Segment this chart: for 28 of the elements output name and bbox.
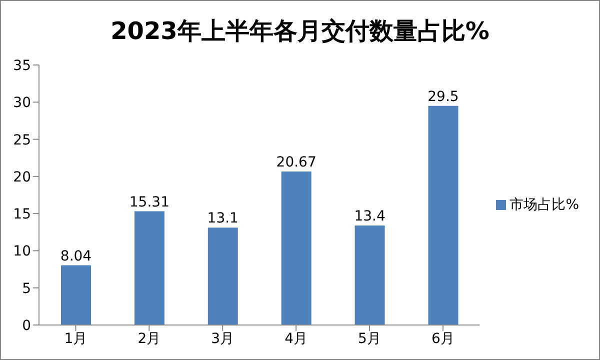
y-tick-label: 35 [13,58,31,74]
data-label: 20.67 [276,154,316,170]
y-tick-label: 20 [13,169,31,186]
y-tick-label: 5 [22,280,31,297]
x-tick-label: 1月 [64,330,88,347]
y-tick-label: 10 [13,244,31,260]
legend-label: 市场占比% [510,197,579,213]
x-tick-label: 2月 [138,330,161,347]
y-tick-label: 30 [13,95,31,112]
x-tick-label: 4月 [284,330,308,347]
data-label: 13.4 [354,208,386,224]
y-tick-label: 15 [13,206,31,223]
bar [354,225,385,325]
data-label: 15.31 [129,194,170,210]
data-label: 8.04 [60,248,92,264]
bar [428,106,458,325]
x-tick-label: 5月 [358,330,381,347]
bar [61,265,91,325]
bar [134,211,164,325]
bar [208,228,238,325]
y-tick-label: 25 [13,132,31,148]
data-label: 13.1 [207,210,238,227]
x-tick-label: 6月 [432,330,454,347]
bar [281,171,312,325]
data-label: 29.5 [428,88,459,105]
y-tick-label: 0 [22,318,31,334]
chart-title: 2023年上半年各月交付数量占比% [110,16,490,47]
x-tick-label: 3月 [211,330,234,347]
